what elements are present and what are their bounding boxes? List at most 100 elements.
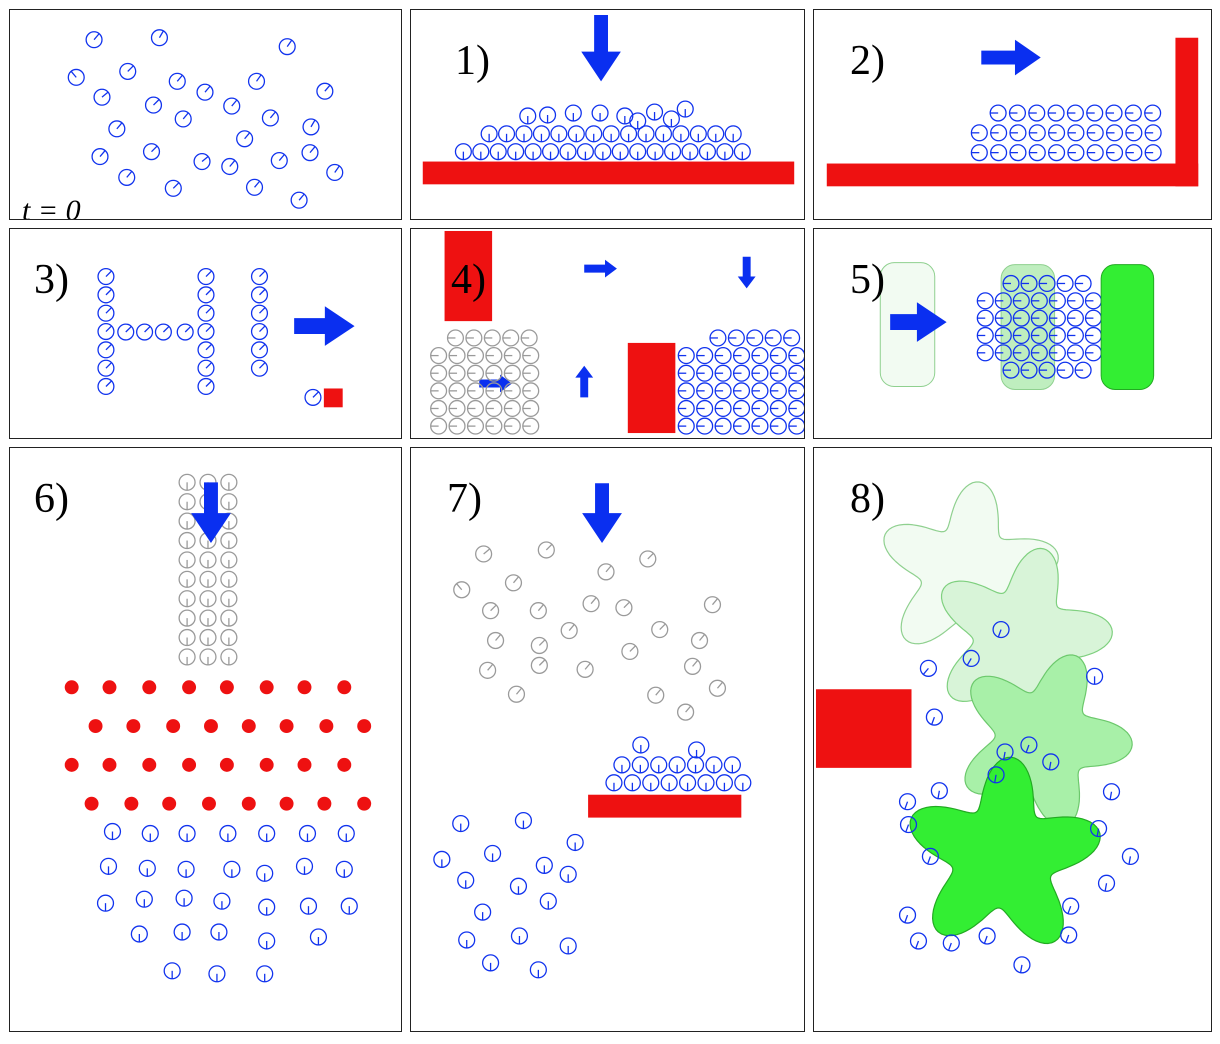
particle: [221, 157, 239, 176]
particle: [1085, 667, 1104, 685]
panel-label-6: 6): [34, 476, 69, 522]
particle: [727, 329, 745, 347]
particle: [1009, 124, 1027, 142]
small-obstacle: [323, 388, 343, 408]
particle: [1084, 326, 1102, 345]
particle: [751, 347, 769, 365]
particle: [430, 364, 448, 382]
arrow-icon: [582, 483, 622, 543]
particle: [136, 323, 154, 341]
particle: [1084, 309, 1102, 327]
particle: [452, 814, 470, 833]
obstacle-dot: [317, 796, 332, 811]
particle: [783, 329, 801, 347]
panel-t0: t = 0: [9, 9, 402, 220]
particle: [176, 323, 194, 341]
particle: [751, 382, 769, 400]
obstacle-dot: [166, 719, 181, 734]
particle: [677, 399, 695, 418]
particle: [108, 120, 126, 138]
pusher-solid: [1100, 264, 1155, 390]
particle: [1030, 326, 1048, 345]
particle: [503, 417, 521, 435]
particle: [247, 72, 266, 90]
particle: [714, 364, 732, 382]
obstacle-dot: [219, 757, 234, 772]
panel-5: 5): [813, 228, 1212, 439]
panel-1: 1): [410, 9, 805, 220]
particle: [645, 103, 664, 121]
particle: [433, 850, 451, 868]
particle: [732, 347, 751, 365]
arrow-icon: [981, 39, 1041, 76]
particle: [582, 595, 600, 613]
particle: [1074, 274, 1092, 293]
particle: [524, 143, 542, 161]
particle: [1030, 344, 1048, 362]
particle: [1002, 274, 1020, 293]
particle: [654, 125, 673, 143]
particle: [976, 344, 994, 362]
particle: [1144, 104, 1162, 122]
particle: [142, 143, 161, 161]
particle: [732, 364, 751, 382]
particle: [219, 824, 237, 843]
particle: [529, 602, 547, 620]
panel-6-canvas: [64, 473, 372, 983]
particle: [621, 642, 639, 661]
particle: [448, 382, 466, 400]
panel-label-8: 8): [850, 476, 885, 522]
particle: [258, 898, 276, 916]
time-label: t = 0: [22, 194, 81, 220]
particle: [681, 143, 699, 161]
particle: [178, 493, 196, 511]
particle: [705, 756, 723, 774]
panel-t0-canvas: [67, 29, 344, 209]
particle: [1086, 104, 1104, 122]
particle: [522, 347, 540, 365]
particle: [746, 329, 764, 347]
particle: [250, 286, 269, 304]
particle: [1047, 104, 1065, 122]
particle: [220, 551, 238, 569]
particle: [1084, 292, 1102, 310]
particle: [97, 359, 115, 377]
particle: [559, 865, 577, 883]
particle: [560, 621, 578, 640]
particle: [992, 620, 1010, 639]
particle: [541, 143, 560, 161]
particle: [1124, 104, 1142, 122]
particle: [1028, 144, 1046, 162]
particle: [466, 347, 485, 365]
particle: [250, 304, 269, 322]
side-wall: [1175, 37, 1199, 187]
particle: [788, 417, 804, 435]
particle: [220, 493, 238, 511]
floor-wall: [422, 161, 795, 185]
particle: [245, 178, 264, 196]
particle: [515, 125, 533, 143]
particle: [632, 736, 650, 754]
particle: [697, 774, 715, 792]
particle: [732, 417, 751, 435]
particle: [672, 125, 690, 143]
particle: [199, 590, 217, 608]
particle: [483, 844, 502, 863]
particle: [430, 417, 448, 435]
particle: [503, 364, 521, 382]
arrow-icon: [575, 365, 594, 398]
particle: [258, 932, 276, 950]
particle: [199, 551, 217, 569]
particle: [97, 377, 115, 396]
particle: [1056, 274, 1074, 293]
obstacle-dot: [259, 680, 274, 695]
particle: [620, 125, 638, 143]
particle: [664, 143, 682, 161]
particle: [223, 860, 241, 878]
particle: [1038, 274, 1056, 293]
particle: [178, 824, 196, 843]
particle: [1060, 926, 1078, 944]
particle: [302, 118, 320, 136]
obstacle-dot: [102, 757, 117, 772]
particle: [1020, 274, 1038, 293]
